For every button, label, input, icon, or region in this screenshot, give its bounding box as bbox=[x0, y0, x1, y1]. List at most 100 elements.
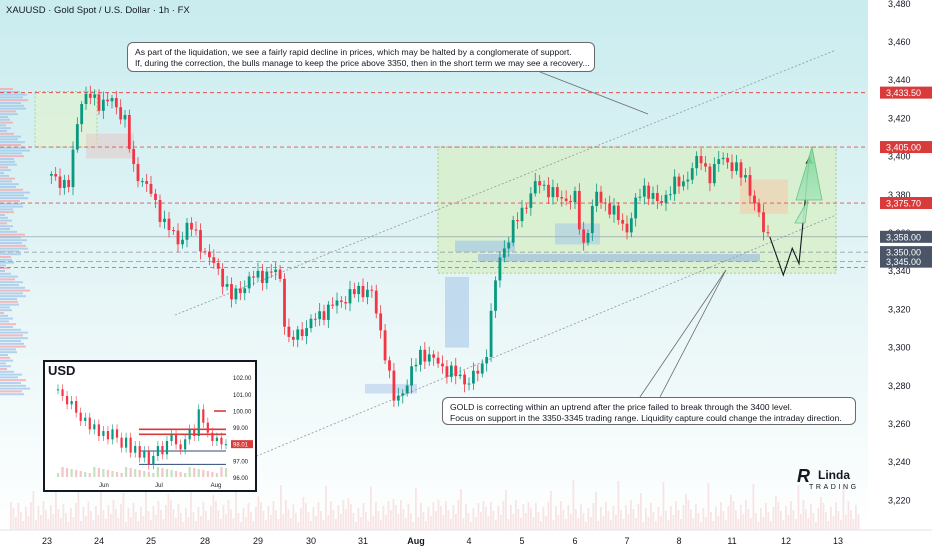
candle-up bbox=[651, 186, 655, 205]
volume-bar bbox=[665, 511, 667, 530]
volume-profile-bar bbox=[0, 146, 26, 149]
annotation-bottom: GOLD is correcting within an uptrend aft… bbox=[442, 397, 856, 425]
volume-bar bbox=[535, 503, 537, 530]
volume-bar bbox=[770, 521, 772, 530]
volume-profile-bar bbox=[0, 314, 8, 317]
volume-bar bbox=[762, 517, 765, 530]
price-tag: 3,405.00 bbox=[880, 141, 932, 154]
volume-bar bbox=[317, 502, 320, 530]
candle-down bbox=[88, 85, 92, 105]
volume-bar bbox=[140, 507, 142, 530]
time-axis-tick: 13 bbox=[833, 536, 843, 546]
candle-body bbox=[230, 284, 233, 300]
volume-bar bbox=[315, 516, 317, 530]
candle-body bbox=[383, 330, 387, 361]
volume-profile-bar bbox=[0, 342, 24, 345]
volume-bar bbox=[747, 509, 750, 530]
candle-body bbox=[296, 329, 300, 340]
volume-bar bbox=[470, 522, 472, 530]
candle-body bbox=[467, 383, 471, 385]
price-tag-text: 3,433.50 bbox=[886, 88, 921, 98]
candle-up bbox=[366, 281, 369, 305]
volume-bar bbox=[412, 522, 415, 530]
volume-bar bbox=[455, 514, 457, 530]
volume-bar bbox=[557, 515, 560, 530]
inset-candle-body bbox=[70, 401, 73, 405]
volume-bar bbox=[57, 509, 60, 530]
candle-down bbox=[753, 190, 756, 211]
volume-bar bbox=[852, 519, 855, 530]
candle-body bbox=[278, 269, 282, 279]
volume-bar bbox=[502, 501, 505, 530]
volume-profile-bar bbox=[0, 124, 6, 127]
volume-bar bbox=[375, 502, 377, 530]
volume-bar bbox=[185, 508, 187, 530]
callout-pointer bbox=[639, 269, 727, 398]
inset-candle-body bbox=[97, 424, 100, 436]
candle-up bbox=[673, 169, 677, 201]
candle-down bbox=[208, 244, 211, 266]
volume-bar bbox=[855, 505, 857, 530]
annotation-bottom-line1: GOLD is correcting within an uptrend aft… bbox=[450, 402, 793, 412]
volume-bar bbox=[147, 511, 150, 530]
volume-bar bbox=[487, 516, 490, 530]
candle-body bbox=[127, 115, 131, 149]
volume-bar bbox=[352, 513, 355, 530]
volume-bar bbox=[327, 515, 330, 530]
volume-bar bbox=[667, 520, 670, 530]
candle-body bbox=[176, 230, 180, 245]
candle-body bbox=[542, 184, 546, 186]
volume-bar bbox=[467, 513, 470, 530]
volume-profile-bar bbox=[0, 208, 13, 211]
volume-bar bbox=[795, 519, 797, 530]
candle-up bbox=[638, 188, 642, 202]
price-tag: 3,358.00 bbox=[880, 230, 932, 243]
candle-down bbox=[569, 194, 572, 210]
volume-profile-bar bbox=[0, 214, 5, 216]
volume-bar bbox=[67, 522, 70, 530]
candle-body bbox=[555, 187, 559, 198]
volume-bar bbox=[400, 500, 402, 530]
candle-down bbox=[190, 217, 193, 237]
volume-bar bbox=[447, 510, 450, 530]
volume-bar bbox=[522, 504, 525, 530]
volume-bar bbox=[662, 482, 665, 530]
candle-up bbox=[140, 177, 144, 187]
volume-bar bbox=[257, 496, 260, 530]
candle-up bbox=[318, 303, 322, 326]
inset-candle-body bbox=[224, 444, 228, 446]
candle-down bbox=[599, 185, 603, 209]
volume-bar bbox=[397, 514, 400, 530]
volume-profile-bar bbox=[0, 135, 21, 138]
volume-bar bbox=[625, 505, 627, 530]
volume-bar bbox=[790, 501, 792, 530]
inset-volume-bar bbox=[184, 473, 187, 477]
inset-candle-body bbox=[161, 446, 164, 455]
volume-bar bbox=[112, 500, 115, 530]
volume-bar bbox=[837, 511, 840, 530]
candle-body bbox=[352, 289, 356, 295]
channel-lower-line bbox=[174, 214, 837, 491]
candle-body bbox=[757, 203, 761, 213]
candle-body bbox=[629, 218, 633, 233]
candle-up bbox=[410, 358, 413, 394]
volume-bar bbox=[205, 511, 207, 530]
candle-body bbox=[234, 288, 238, 300]
volume-bar bbox=[355, 522, 357, 530]
volume-bar bbox=[430, 516, 432, 530]
candle-down bbox=[339, 296, 343, 308]
volume-profile-bar bbox=[0, 90, 20, 93]
volume-profile-bar bbox=[0, 365, 11, 368]
candle-body bbox=[525, 207, 528, 209]
bullish-arrow bbox=[794, 146, 823, 224]
volume-profile-bar bbox=[0, 320, 9, 323]
volume-bar bbox=[560, 501, 562, 530]
volume-bar bbox=[242, 508, 245, 530]
volume-profile-bar bbox=[0, 317, 13, 320]
volume-bar bbox=[592, 503, 595, 530]
candle-down bbox=[677, 173, 681, 194]
volume-bar bbox=[760, 508, 762, 530]
volume-bar bbox=[240, 522, 242, 530]
candle-down bbox=[374, 284, 378, 319]
